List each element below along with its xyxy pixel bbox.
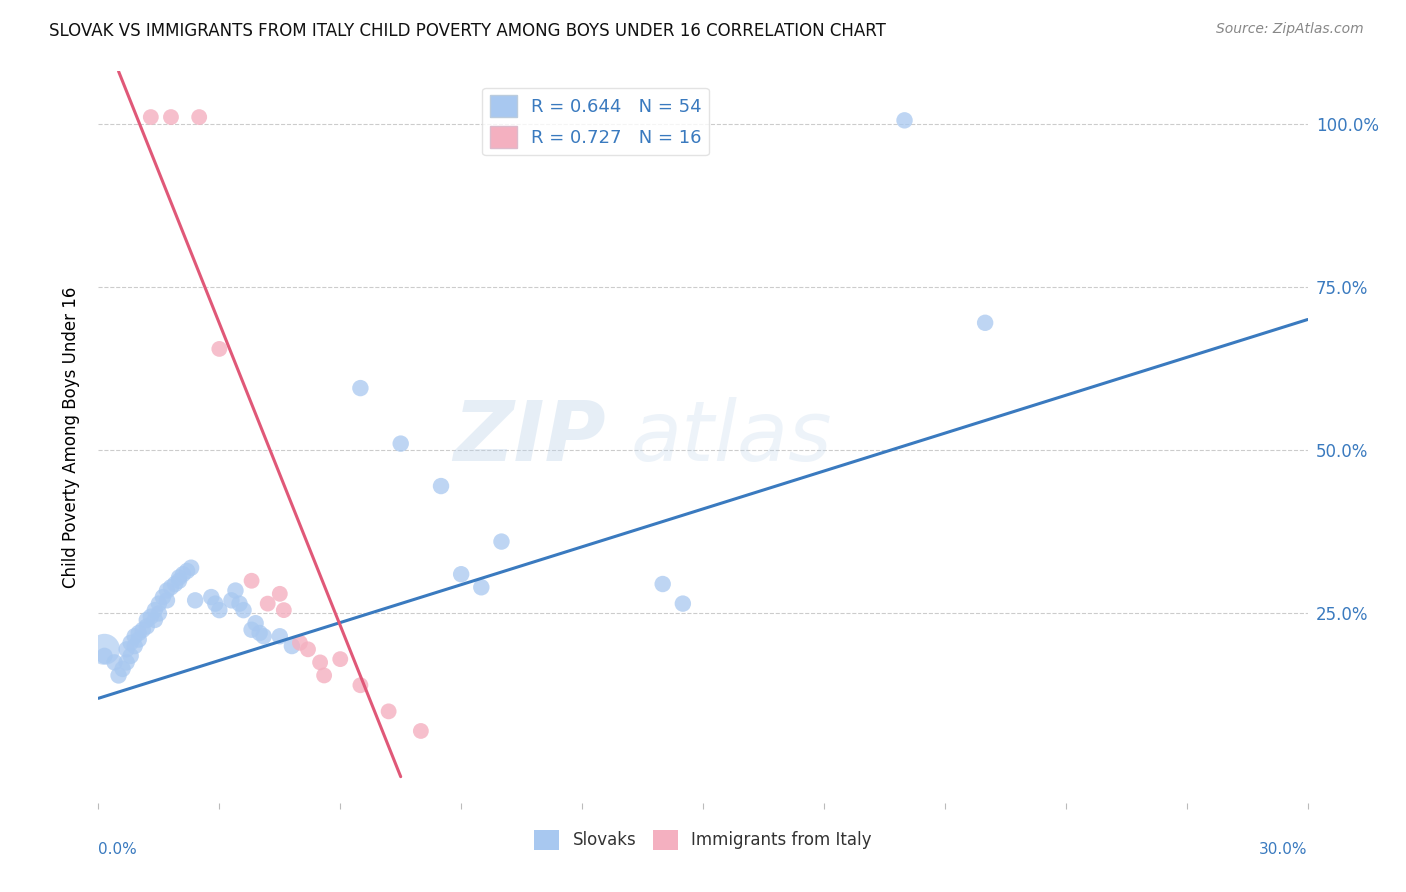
Point — [329, 652, 352, 666]
Point — [240, 574, 263, 588]
Point — [232, 603, 254, 617]
Point — [208, 342, 231, 356]
Point — [152, 590, 174, 604]
Point — [111, 662, 134, 676]
Point — [470, 580, 492, 594]
Point — [245, 616, 267, 631]
Point — [314, 668, 336, 682]
Point — [103, 656, 125, 670]
Text: ZIP: ZIP — [454, 397, 606, 477]
Point — [256, 597, 278, 611]
Point — [221, 593, 243, 607]
Point — [167, 570, 190, 584]
Point — [132, 623, 155, 637]
Point — [204, 597, 226, 611]
Point — [167, 574, 190, 588]
Point — [200, 590, 222, 604]
Legend: Slovaks, Immigrants from Italy: Slovaks, Immigrants from Italy — [527, 823, 879, 856]
Point — [672, 597, 695, 611]
Point — [269, 587, 291, 601]
Point — [128, 626, 150, 640]
Point — [430, 479, 453, 493]
Text: Source: ZipAtlas.com: Source: ZipAtlas.com — [1216, 22, 1364, 37]
Point — [377, 705, 399, 719]
Point — [160, 580, 183, 594]
Point — [409, 723, 432, 738]
Text: 0.0%: 0.0% — [98, 842, 138, 856]
Point — [249, 626, 271, 640]
Point — [974, 316, 997, 330]
Point — [281, 639, 304, 653]
Point — [309, 656, 332, 670]
Text: 30.0%: 30.0% — [1260, 842, 1308, 856]
Point — [180, 560, 202, 574]
Point — [124, 639, 146, 653]
Point — [273, 603, 295, 617]
Point — [224, 583, 246, 598]
Point — [176, 564, 198, 578]
Point — [156, 593, 179, 607]
Point — [143, 603, 166, 617]
Point — [253, 629, 276, 643]
Point — [349, 678, 371, 692]
Point — [120, 648, 142, 663]
Point — [160, 110, 183, 124]
Point — [240, 623, 263, 637]
Point — [93, 642, 115, 657]
Point — [107, 668, 129, 682]
Point — [184, 593, 207, 607]
Y-axis label: Child Poverty Among Boys Under 16: Child Poverty Among Boys Under 16 — [62, 286, 80, 588]
Text: atlas: atlas — [630, 397, 832, 477]
Point — [172, 567, 194, 582]
Point — [128, 632, 150, 647]
Text: SLOVAK VS IMMIGRANTS FROM ITALY CHILD POVERTY AMONG BOYS UNDER 16 CORRELATION CH: SLOVAK VS IMMIGRANTS FROM ITALY CHILD PO… — [49, 22, 886, 40]
Point — [143, 613, 166, 627]
Point — [115, 656, 138, 670]
Point — [124, 629, 146, 643]
Point — [135, 619, 157, 633]
Point — [450, 567, 472, 582]
Point — [269, 629, 291, 643]
Point — [228, 597, 250, 611]
Point — [188, 110, 211, 124]
Point — [163, 577, 186, 591]
Point — [651, 577, 673, 591]
Point — [893, 113, 915, 128]
Point — [288, 636, 311, 650]
Point — [148, 597, 170, 611]
Point — [120, 636, 142, 650]
Point — [93, 648, 115, 663]
Point — [148, 607, 170, 621]
Point — [135, 613, 157, 627]
Point — [349, 381, 371, 395]
Point — [139, 609, 162, 624]
Point — [156, 583, 179, 598]
Point — [297, 642, 319, 657]
Point — [491, 534, 513, 549]
Point — [208, 603, 231, 617]
Point — [139, 110, 162, 124]
Point — [115, 642, 138, 657]
Point — [389, 436, 412, 450]
